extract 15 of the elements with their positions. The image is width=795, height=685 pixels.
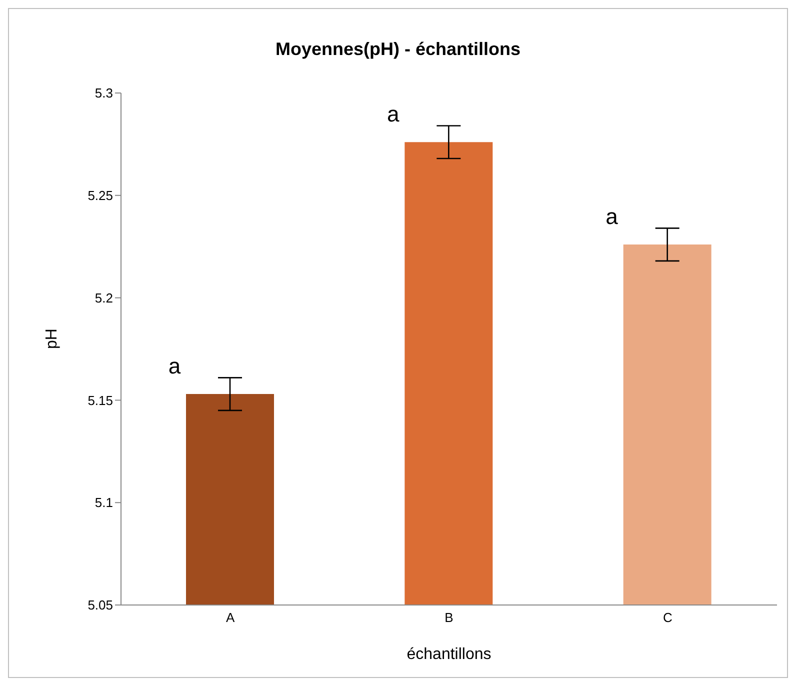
y-tick-label: 5.1: [94, 495, 113, 510]
y-tick-label: 5.2: [94, 290, 113, 306]
x-tick-label: B: [444, 610, 454, 626]
chart-title: Moyennes(pH) - échantillons: [274, 39, 522, 60]
y-tick-label: 5.25: [88, 188, 113, 204]
y-tick-label: 5.3: [94, 86, 113, 101]
annotation: a: [606, 204, 619, 230]
x-axis-title: échantillons: [406, 646, 492, 663]
y-axis-title: pH: [44, 328, 61, 349]
x-tick-label: C: [662, 610, 672, 626]
annotation: a: [168, 354, 182, 379]
y-tick-label: 5.15: [88, 392, 113, 408]
y-tick-label: 5.05: [88, 598, 113, 613]
x-tick-label: A: [226, 610, 235, 626]
annotation: a: [387, 102, 400, 127]
